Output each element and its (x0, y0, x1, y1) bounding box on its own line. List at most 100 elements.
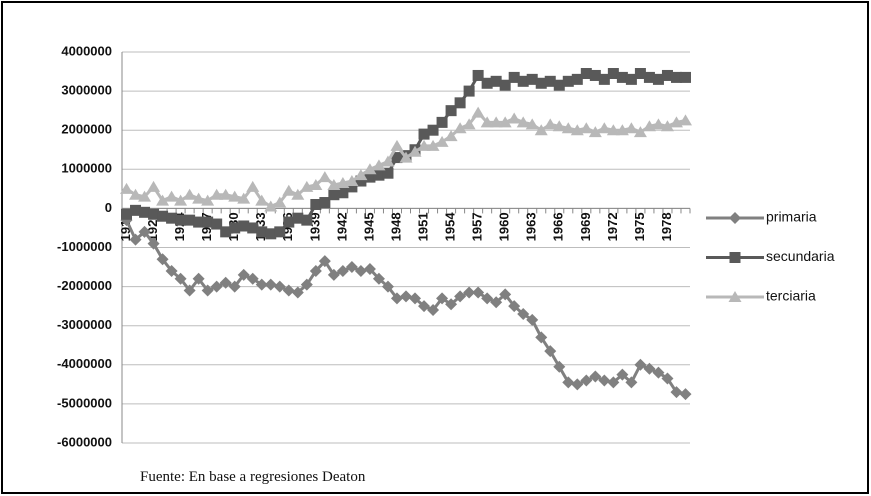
data-point (481, 292, 494, 305)
data-point (552, 120, 566, 132)
data-point (300, 278, 313, 291)
data-point (201, 194, 215, 206)
data-point (381, 280, 394, 293)
legend-marker (729, 252, 741, 263)
data-point (607, 376, 620, 389)
data-point (373, 169, 385, 181)
data-point (454, 97, 466, 109)
legend-marker (729, 212, 741, 224)
data-point (238, 220, 250, 232)
data-point (390, 292, 403, 305)
data-point (256, 226, 268, 238)
data-point (255, 194, 269, 206)
data-point (408, 145, 422, 157)
data-point (327, 268, 340, 281)
data-point (526, 73, 538, 85)
data-point (543, 118, 557, 130)
data-point (237, 268, 250, 281)
data-point (346, 181, 358, 193)
data-point (319, 197, 331, 209)
data-point (138, 225, 151, 238)
data-point (490, 296, 503, 309)
x-tick-label: 1966 (551, 212, 566, 241)
data-point (670, 386, 683, 399)
data-point (273, 280, 286, 293)
data-point (174, 272, 187, 285)
data-point (130, 204, 142, 216)
data-point (481, 77, 493, 89)
data-point (291, 286, 304, 299)
data-point (444, 130, 458, 142)
source-note: Fuente: En base a regresiones Deaton (140, 469, 366, 485)
data-point (633, 126, 647, 138)
data-point (400, 290, 412, 303)
data-point (526, 313, 539, 326)
data-point (229, 222, 241, 234)
data-point (121, 208, 133, 220)
data-point (264, 200, 278, 212)
data-point (462, 118, 476, 130)
data-point (678, 114, 692, 126)
data-point (553, 79, 565, 91)
data-point (228, 280, 241, 293)
data-point (445, 105, 457, 117)
data-point (219, 188, 233, 200)
data-point (651, 118, 665, 130)
data-point (345, 175, 359, 187)
data-point (246, 272, 259, 285)
data-point (148, 208, 160, 220)
data-point (246, 180, 260, 192)
data-point (508, 300, 521, 313)
data-point (580, 374, 593, 387)
data-point (597, 122, 611, 134)
data-point (264, 278, 277, 291)
data-point (535, 77, 547, 89)
data-point (534, 124, 548, 136)
legend-label: secundaria (766, 248, 835, 264)
data-point (418, 128, 430, 140)
data-point (679, 388, 692, 401)
data-point (138, 190, 152, 202)
data-point (480, 116, 494, 128)
data-point (345, 261, 358, 274)
y-tick-label: 1000000 (61, 161, 112, 176)
data-point (382, 167, 394, 179)
y-tick-label: -5000000 (57, 395, 112, 410)
data-point (579, 122, 593, 134)
data-point (661, 372, 674, 385)
data-point (571, 73, 583, 85)
data-point (660, 120, 674, 132)
y-tick-label: 2000000 (61, 122, 112, 137)
data-point (372, 272, 385, 285)
y-tick-label: -4000000 (57, 356, 112, 371)
data-point (354, 169, 368, 181)
data-point (435, 135, 449, 147)
x-tick-label: 1969 (578, 212, 593, 241)
data-point (517, 307, 530, 320)
data-point (561, 122, 575, 134)
data-point (147, 180, 161, 192)
y-tick-label: -3000000 (57, 317, 112, 332)
data-point (184, 214, 196, 226)
data-point (174, 194, 188, 206)
y-tick-label: 0 (105, 200, 112, 215)
data-point (679, 71, 691, 83)
data-point (517, 75, 529, 87)
x-tick-label: 1954 (443, 212, 458, 242)
legend-label: primaria (766, 209, 817, 225)
data-point (535, 331, 548, 344)
data-point (624, 122, 638, 134)
data-point (498, 116, 512, 128)
data-point (453, 122, 467, 134)
data-point (157, 210, 169, 222)
data-point (363, 263, 376, 276)
y-tick-label: -6000000 (57, 434, 112, 449)
data-point (625, 73, 637, 85)
data-point (471, 106, 485, 118)
data-point (463, 85, 475, 97)
data-point (183, 188, 197, 200)
data-point (192, 272, 205, 285)
data-point (139, 206, 151, 218)
data-point (193, 216, 205, 228)
